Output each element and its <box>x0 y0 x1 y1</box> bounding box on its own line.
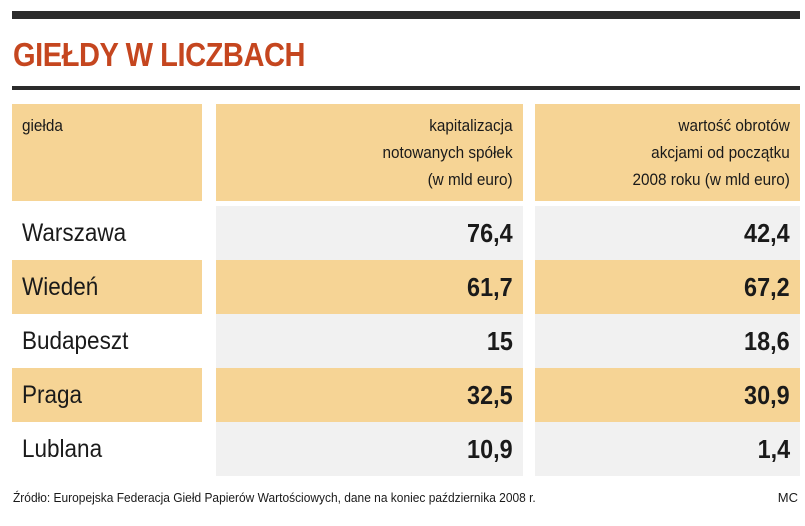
author-initials: MC <box>777 490 798 505</box>
turnover-value: 67,2 <box>744 272 790 302</box>
turnover-value: 1,4 <box>757 434 790 464</box>
capitalization-value: 76,4 <box>467 218 513 248</box>
table-row: Wiedeń 61,7 67,2 <box>12 260 800 314</box>
capitalization-value: 15 <box>486 326 513 356</box>
header-turnover: wartość obrotów akcjami od początku 2008… <box>535 104 800 201</box>
exchange-name: Praga <box>22 381 83 409</box>
exchange-name: Lublana <box>22 435 103 463</box>
top-rule <box>12 11 800 19</box>
data-table: giełda kapitalizacja notowanych spółek (… <box>12 104 800 476</box>
exchange-name: Warszawa <box>22 219 127 247</box>
title-divider <box>12 86 800 90</box>
exchange-name: Budapeszt <box>22 327 129 355</box>
source-note: Źródło: Europejska Federacja Giełd Papie… <box>13 490 536 505</box>
table-row: Praga 32,5 30,9 <box>12 368 800 422</box>
capitalization-value: 32,5 <box>467 380 513 410</box>
page-title: GIEŁDY W LICZBACH <box>13 36 306 73</box>
table-row: Budapeszt 15 18,6 <box>12 314 800 368</box>
capitalization-value: 10,9 <box>467 434 513 464</box>
table-row: Lublana 10,9 1,4 <box>12 422 800 476</box>
header-exchange: giełda <box>12 104 202 201</box>
table-header: giełda kapitalizacja notowanych spółek (… <box>12 104 800 201</box>
header-capitalization: kapitalizacja notowanych spółek (w mld e… <box>216 104 523 201</box>
table-row: Warszawa 76,4 42,4 <box>12 206 800 260</box>
turnover-value: 42,4 <box>744 218 790 248</box>
turnover-value: 18,6 <box>744 326 790 356</box>
exchange-name: Wiedeń <box>22 273 99 301</box>
capitalization-value: 61,7 <box>467 272 513 302</box>
turnover-value: 30,9 <box>744 380 790 410</box>
